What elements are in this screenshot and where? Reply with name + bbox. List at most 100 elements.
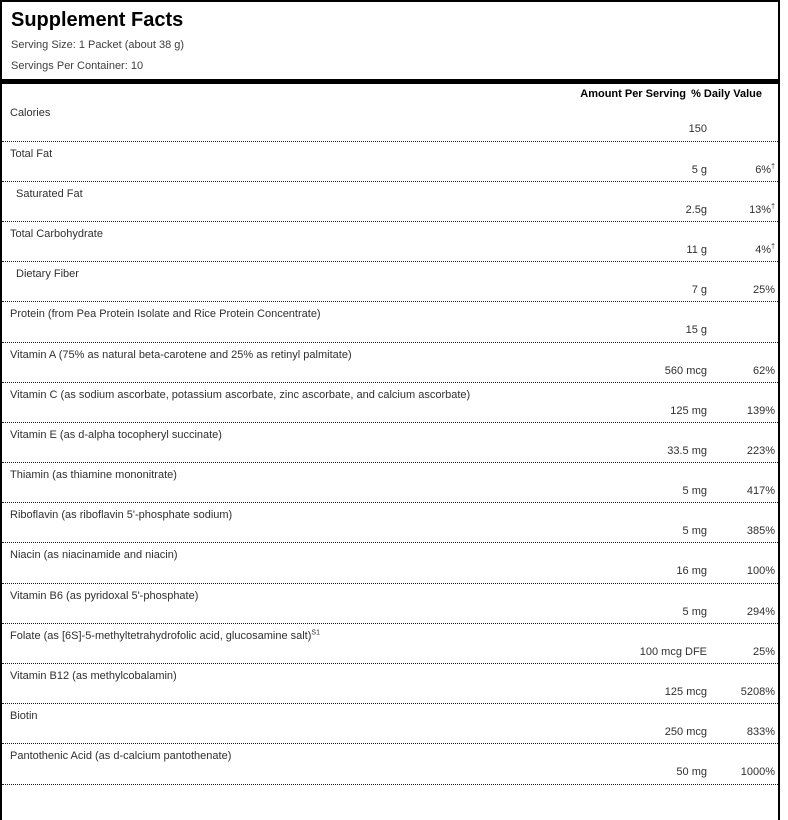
nutrient-name-text: Vitamin B6 (as pyridoxal 5'-phosphate) (10, 589, 199, 602)
nutrient-amount: 125 mg (670, 404, 707, 417)
nutrient-name-text: Protein (from Pea Protein Isolate and Ri… (10, 308, 321, 321)
nutrient-name: Vitamin A (75% as natural beta-carotene … (10, 349, 352, 361)
nutrient-daily-value: 13%† (749, 203, 775, 216)
table-row: Folate (as [6S]-5-methyltetrahydrofolic … (2, 624, 778, 664)
nutrient-amount: 50 mg (676, 766, 707, 779)
nutrient-name-text: Vitamin E (as d-alpha tocopheryl succina… (10, 428, 222, 441)
nutrient-amount: 33.5 mg (667, 444, 707, 457)
divider-bar (2, 79, 778, 85)
table-row: Biotin 250 mcg 833% (2, 704, 778, 745)
nutrient-daily-value: 385% (747, 525, 775, 537)
table-row: Vitamin A (75% as natural beta-carotene … (2, 343, 778, 383)
nutrient-name: Vitamin B12 (as methylcobalamin) (10, 670, 177, 682)
nutrient-daily-value-text: 5208% (740, 686, 775, 698)
nutrient-daily-value: 5208% (741, 686, 775, 698)
serving-size-text: Serving Size: 1 Packet (about 38 g) (11, 39, 185, 51)
table-row: Vitamin C (as sodium ascorbate, potassiu… (2, 383, 778, 423)
nutrient-name-text: Riboflavin (as riboflavin 5'-phosphate s… (10, 509, 233, 522)
nutrient-amount: 250 mcg (664, 726, 707, 739)
servings-per-container-text: Servings Per Container: 10 (11, 60, 144, 73)
nutrient-daily-value: 4%† (755, 243, 775, 256)
nutrient-amount: 5 g (691, 163, 707, 176)
nutrient-name-text: Niacin (as niacinamide and niacin) (10, 549, 178, 562)
column-header-daily-value: % Daily Value (691, 88, 762, 101)
table-row: Total Fat 5 g 6%† (2, 142, 778, 182)
nutrient-daily-value: 139% (747, 405, 775, 417)
nutrient-table: Calories 150 Total Fat 5 g 6%† Saturated… (2, 101, 778, 785)
page-title: Supplement Facts (11, 9, 184, 31)
nutrient-name: Thiamin (as thiamine mononitrate) (10, 469, 177, 481)
nutrient-amount: 5 mg (682, 485, 707, 498)
nutrient-name-text: Thiamin (as thiamine mononitrate) (10, 469, 177, 482)
nutrient-name: Calories (10, 107, 50, 119)
table-row: Vitamin B12 (as methylcobalamin) 125 mcg… (2, 664, 778, 705)
nutrient-name: Folate (as [6S]-5-methyltetrahydrofolic … (10, 629, 320, 642)
nutrient-daily-value-text: 13% (749, 203, 772, 216)
table-row: Riboflavin (as riboflavin 5'-phosphate s… (2, 503, 778, 544)
nutrient-daily-value-text: 62% (752, 364, 775, 377)
column-header-amount-per-serving: Amount Per Serving (580, 88, 686, 101)
nutrient-daily-value-text: 25% (752, 284, 775, 297)
nutrient-name: Dietary Fiber (16, 268, 79, 280)
nutrient-amount: 5 mg (682, 525, 707, 538)
nutrient-name: Saturated Fat (16, 188, 83, 200)
nutrient-name: Total Carbohydrate (10, 228, 103, 240)
nutrient-name: Pantothenic Acid (as d-calcium pantothen… (10, 750, 231, 762)
column-header-row: Amount Per Serving % Daily Value (2, 84, 778, 101)
nutrient-amount: 15 g (685, 324, 707, 337)
nutrient-name: Protein (from Pea Protein Isolate and Ri… (10, 308, 321, 320)
table-row: Vitamin B6 (as pyridoxal 5'-phosphate) 5… (2, 584, 778, 624)
nutrient-name-text: Dietary Fiber (16, 268, 79, 281)
nutrient-daily-value-text: 1000% (740, 766, 775, 779)
table-row: Vitamin E (as d-alpha tocopheryl succina… (2, 423, 778, 464)
nutrient-name-text: Total Carbohydrate (10, 227, 103, 240)
nutrient-daily-value-text: 100% (746, 565, 775, 578)
nutrient-name-text: Total Fat (10, 147, 53, 160)
nutrient-daily-value: 62% (753, 365, 775, 377)
nutrient-name: Niacin (as niacinamide and niacin) (10, 549, 178, 561)
nutrient-daily-value-text: 417% (746, 485, 775, 498)
table-row: Thiamin (as thiamine mononitrate) 5 mg 4… (2, 463, 778, 504)
nutrient-name: Biotin (10, 710, 38, 722)
nutrient-daily-value: 25% (753, 646, 775, 658)
nutrient-daily-value-text: 223% (746, 444, 775, 457)
nutrient-name: Riboflavin (as riboflavin 5'-phosphate s… (10, 509, 232, 521)
table-row: Dietary Fiber 7 g 25% (2, 262, 778, 303)
nutrient-daily-value: 25% (753, 284, 775, 296)
nutrient-daily-value: 1000% (741, 766, 775, 778)
nutrient-amount: 16 mg (676, 565, 707, 578)
nutrient-daily-value-text: 139% (746, 404, 775, 417)
nutrient-daily-value-text: 25% (752, 645, 775, 658)
table-row: Niacin (as niacinamide and niacin) 16 mg… (2, 543, 778, 584)
nutrient-amount: 100 mcg DFE (639, 645, 707, 658)
nutrient-daily-value-text: 385% (746, 525, 775, 538)
nutrient-name-text: Folate (as [6S]-5-methyltetrahydrofolic … (10, 629, 312, 642)
nutrient-amount: 11 g (686, 243, 707, 256)
nutrient-amount: 125 mcg (664, 686, 707, 698)
nutrient-daily-value: 100% (747, 565, 775, 577)
nutrient-daily-value: 223% (747, 445, 775, 457)
daily-value-superscript: † (771, 162, 775, 170)
header-section: Supplement Facts Serving Size: 1 Packet … (2, 2, 778, 73)
table-row: Calories 150 (2, 101, 778, 142)
daily-value-superscript: † (771, 203, 775, 211)
nutrient-name-superscript: S1 (311, 629, 320, 637)
nutrient-name-text: Pantothenic Acid (as d-calcium pantothen… (10, 750, 232, 763)
table-row: Pantothenic Acid (as d-calcium pantothen… (2, 744, 778, 785)
nutrient-amount: 150 (688, 123, 707, 136)
nutrient-daily-value-text: 6% (755, 163, 772, 176)
nutrient-amount: 7 g (691, 284, 707, 297)
nutrient-name-text: Vitamin A (75% as natural beta-carotene … (10, 348, 352, 361)
table-row: Protein (from Pea Protein Isolate and Ri… (2, 302, 778, 343)
nutrient-amount: 2.5g (685, 203, 707, 216)
nutrient-daily-value-text: 294% (746, 605, 775, 618)
nutrient-daily-value: 294% (747, 606, 775, 618)
table-row: Total Carbohydrate 11 g 4%† (2, 222, 778, 263)
nutrient-name-text: Biotin (10, 710, 38, 723)
nutrient-daily-value-text: 4% (755, 243, 772, 256)
nutrient-name: Vitamin C (as sodium ascorbate, potassiu… (10, 389, 470, 401)
nutrient-amount: 5 mg (682, 605, 707, 618)
nutrient-name-text: Saturated Fat (16, 187, 83, 200)
nutrient-name: Total Fat (10, 148, 52, 160)
